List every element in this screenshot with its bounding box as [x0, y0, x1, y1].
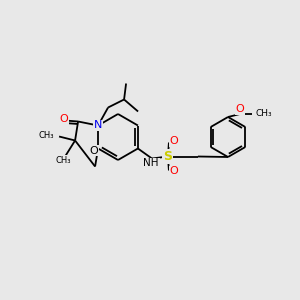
Text: CH₃: CH₃: [55, 156, 71, 165]
Text: CH₃: CH₃: [256, 109, 273, 118]
Text: O: O: [236, 104, 244, 114]
Text: S: S: [164, 150, 172, 163]
Text: O: O: [90, 146, 98, 155]
Text: O: O: [169, 167, 178, 176]
Text: NH: NH: [143, 158, 159, 169]
Text: N: N: [94, 121, 102, 130]
Text: O: O: [169, 136, 178, 146]
Text: CH₃: CH₃: [39, 131, 54, 140]
Text: O: O: [60, 115, 68, 124]
